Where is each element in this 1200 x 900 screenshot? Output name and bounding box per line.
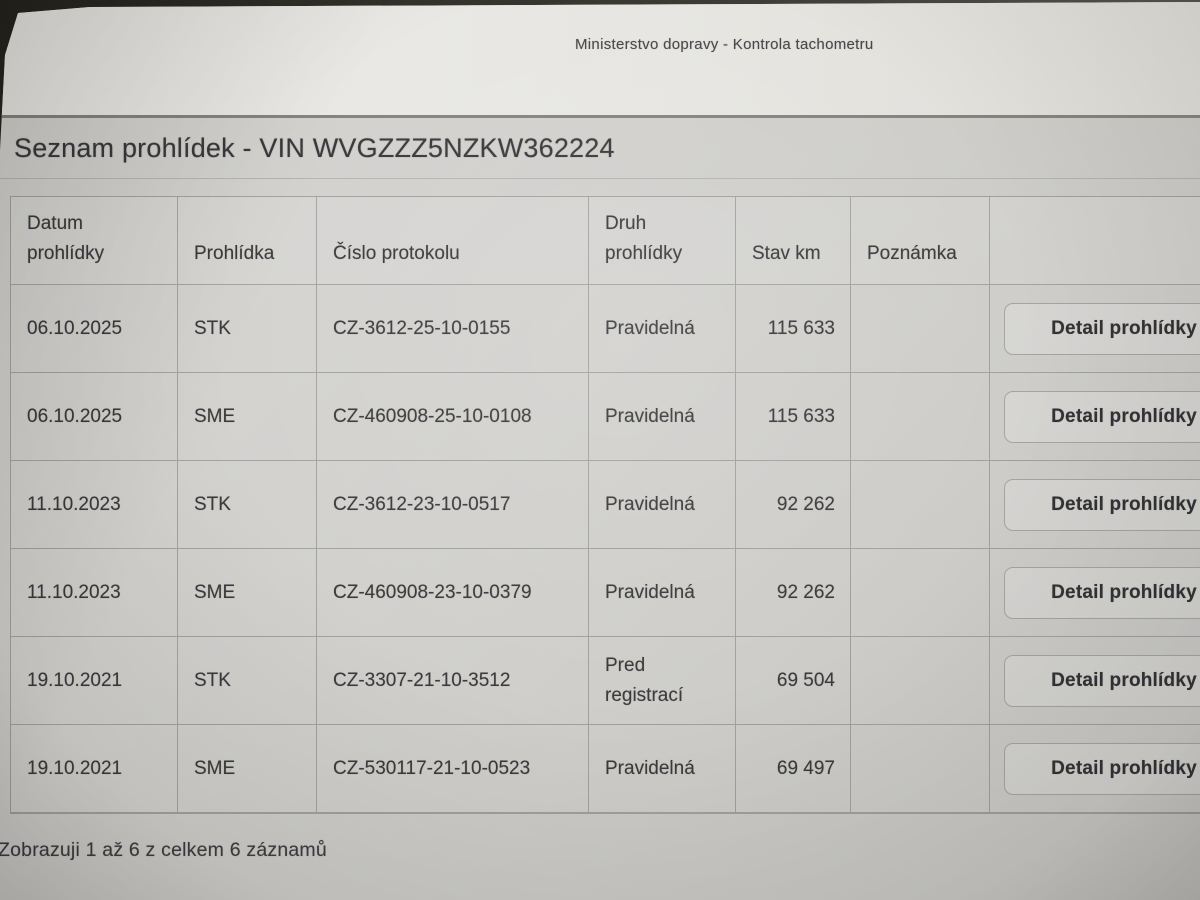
column-header-prohlidka: Prohlídka <box>178 197 317 285</box>
cell-cislo-protokolu: CZ-530117-21-10-0523 <box>317 725 589 813</box>
table-row: 19.10.2021 STK CZ-3307-21-10-3512 Pred r… <box>11 637 1200 725</box>
column-header-actions <box>990 197 1200 285</box>
column-header-datum-prohlidky: Datum prohlídky <box>11 197 178 285</box>
cell-datum-prohlidky: 19.10.2021 <box>11 725 178 813</box>
page-title: Seznam prohlídek - VIN WVGZZZ5NZKW362224 <box>14 133 615 163</box>
cell-poznamka <box>851 285 990 373</box>
cell-stav-km: 115 633 <box>736 373 851 461</box>
cell-stav-km: 115 633 <box>736 285 851 373</box>
cell-stav-km: 92 262 <box>736 461 851 549</box>
detail-prohlidky-button[interactable]: Detail prohlídky <box>1004 566 1200 619</box>
browser-header: Ministerstvo dopravy - Kontrola tachomet… <box>0 2 1200 118</box>
table-row: 19.10.2021 SME CZ-530117-21-10-0523 Prav… <box>11 725 1200 813</box>
detail-prohlidky-button[interactable]: Detail prohlídky <box>1004 478 1200 531</box>
cell-actions: Detail prohlídky <box>990 285 1200 373</box>
cell-druh-prohlidky: Pred registrací <box>589 637 736 725</box>
cell-druh-prohlidky: Pravidelná <box>589 549 736 637</box>
cell-prohlidka: STK <box>178 461 317 549</box>
column-header-poznamka: Poznámka <box>851 197 990 285</box>
table-row: 06.10.2025 STK CZ-3612-25-10-0155 Pravid… <box>11 285 1200 373</box>
cell-prohlidka: SME <box>178 373 317 461</box>
cell-stav-km: 92 262 <box>736 549 851 637</box>
cell-prohlidka: SME <box>178 549 317 637</box>
window-title: Ministerstvo dopravy - Kontrola tachomet… <box>575 36 874 53</box>
cell-datum-prohlidky: 11.10.2023 <box>11 549 178 637</box>
cell-poznamka <box>851 637 990 725</box>
column-header-stav-km: Stav km <box>736 197 851 285</box>
cell-actions: Detail prohlídky <box>990 637 1200 725</box>
cell-druh-prohlidky: Pravidelná <box>589 461 736 549</box>
cell-stav-km: 69 504 <box>736 637 851 725</box>
column-header-druh-prohlidky: Druh prohlídky <box>589 197 736 285</box>
cell-prohlidka: STK <box>178 637 317 725</box>
detail-prohlidky-button[interactable]: Detail prohlídky <box>1004 390 1200 443</box>
cell-prohlidka: STK <box>178 285 317 373</box>
cell-cislo-protokolu: CZ-3307-21-10-3512 <box>317 637 589 725</box>
cell-poznamka <box>851 461 990 549</box>
cell-actions: Detail prohlídky <box>990 461 1200 549</box>
detail-prohlidky-button[interactable]: Detail prohlídky <box>1004 742 1200 795</box>
title-section: Seznam prohlídek - VIN WVGZZZ5NZKW362224 <box>0 118 1200 179</box>
cell-cislo-protokolu: CZ-3612-23-10-0517 <box>317 461 589 549</box>
pagination-summary: Zobrazuji 1 až 6 z celkem 6 záznamů <box>0 839 327 861</box>
table-row: 11.10.2023 STK CZ-3612-23-10-0517 Pravid… <box>11 461 1200 549</box>
detail-prohlidky-button[interactable]: Detail prohlídky <box>1004 654 1200 707</box>
cell-actions: Detail prohlídky <box>990 373 1200 461</box>
cell-druh-prohlidky: Pravidelná <box>589 285 736 373</box>
cell-druh-prohlidky: Pravidelná <box>589 373 736 461</box>
cell-cislo-protokolu: CZ-460908-25-10-0108 <box>317 373 589 461</box>
detail-prohlidky-button[interactable]: Detail prohlídky <box>1004 302 1200 355</box>
table-body: 06.10.2025 STK CZ-3612-25-10-0155 Pravid… <box>11 285 1200 813</box>
page-content: Seznam prohlídek - VIN WVGZZZ5NZKW362224… <box>0 118 1200 862</box>
table-row: 06.10.2025 SME CZ-460908-25-10-0108 Prav… <box>11 373 1200 461</box>
table-row: 11.10.2023 SME CZ-460908-23-10-0379 Prav… <box>11 549 1200 637</box>
cell-datum-prohlidky: 06.10.2025 <box>11 373 178 461</box>
inspections-table: Datum prohlídky Prohlídka Číslo protokol… <box>10 196 1200 814</box>
cell-datum-prohlidky: 19.10.2021 <box>11 637 178 725</box>
cell-cislo-protokolu: CZ-460908-23-10-0379 <box>317 549 589 637</box>
cell-datum-prohlidky: 06.10.2025 <box>11 285 178 373</box>
column-header-cislo-protokolu: Číslo protokolu <box>317 197 589 285</box>
cell-actions: Detail prohlídky <box>990 549 1200 637</box>
cell-prohlidka: SME <box>178 725 317 813</box>
cell-actions: Detail prohlídky <box>990 725 1200 813</box>
cell-poznamka <box>851 373 990 461</box>
cell-stav-km: 69 497 <box>736 725 851 813</box>
cell-datum-prohlidky: 11.10.2023 <box>11 461 178 549</box>
cell-druh-prohlidky: Pravidelná <box>589 725 736 813</box>
cell-poznamka <box>851 549 990 637</box>
cell-poznamka <box>851 725 990 813</box>
table-header-row: Datum prohlídky Prohlídka Číslo protokol… <box>11 197 1200 285</box>
cell-cislo-protokolu: CZ-3612-25-10-0155 <box>317 285 589 373</box>
